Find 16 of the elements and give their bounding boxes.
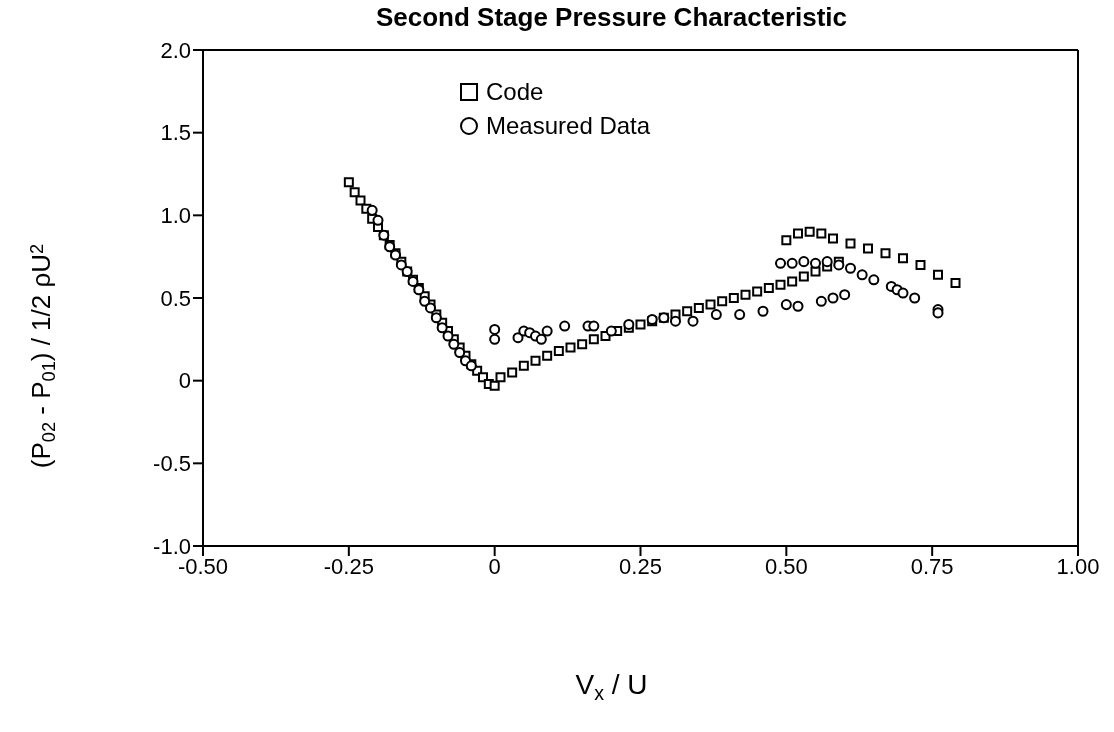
y-tick-label: 0.5 bbox=[160, 285, 191, 311]
chart-title: Second Stage Pressure Characteristic bbox=[374, 2, 849, 33]
x-tick-label: 0.75 bbox=[910, 553, 954, 579]
legend-label: Code bbox=[486, 78, 544, 106]
y-tick-label: 1.5 bbox=[160, 120, 191, 146]
y-tick-label: 1.0 bbox=[160, 203, 191, 229]
legend-label: Measured Data bbox=[486, 112, 651, 140]
y-tick-label: 0 bbox=[178, 368, 191, 394]
x-tick-label: 0.50 bbox=[764, 553, 808, 579]
x-tick-label: -0.25 bbox=[323, 553, 374, 579]
y-tick-label: -0.5 bbox=[153, 451, 191, 477]
x-tick-label: 1.00 bbox=[1056, 553, 1100, 579]
x-tick-label: 0 bbox=[488, 553, 501, 579]
x-tick-label: 0.25 bbox=[619, 553, 662, 579]
y-tick-label: 2.0 bbox=[160, 37, 191, 63]
x-axis-title: V$_{x}$ / U bbox=[575, 669, 648, 704]
